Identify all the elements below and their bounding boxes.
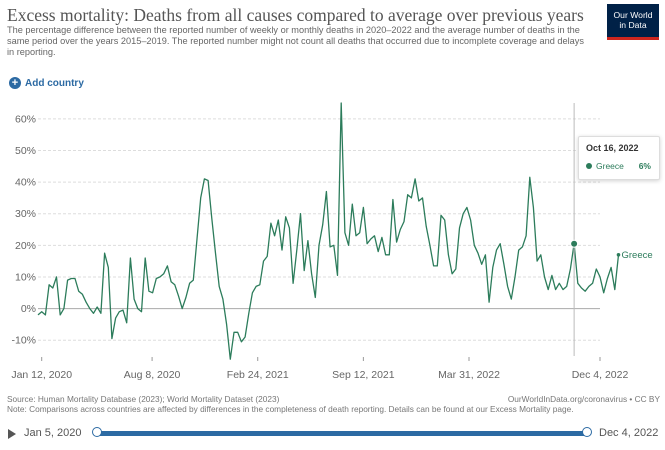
source-url[interactable]: OurWorldInData.org/coronavirus • CC BY xyxy=(507,394,660,404)
note-text: Note: Comparisons across countries are a… xyxy=(7,404,574,414)
y-tick-label: 20% xyxy=(15,240,36,252)
play-icon[interactable] xyxy=(8,429,16,439)
hover-point xyxy=(570,239,579,248)
y-tick-label: -10% xyxy=(11,335,36,347)
x-tick-label: Sep 12, 2021 xyxy=(332,369,395,381)
y-tick-label: 40% xyxy=(15,177,36,189)
source-note: Source: Human Mortality Database (2023);… xyxy=(7,394,662,414)
logo-line-1: Our World xyxy=(613,10,653,20)
x-tick-label: Feb 24, 2021 xyxy=(227,369,289,381)
y-tick-label: 60% xyxy=(15,113,36,125)
series-line-greece xyxy=(37,102,620,360)
add-country-button[interactable]: + Add country xyxy=(9,77,84,89)
y-tick-label: 10% xyxy=(15,271,36,283)
add-country-label: Add country xyxy=(25,77,84,89)
chart-tooltip: Oct 16, 2022 Greece 6% xyxy=(578,136,660,180)
source-text: Source: Human Mortality Database (2023);… xyxy=(7,394,280,404)
tooltip-date: Oct 16, 2022 xyxy=(586,143,639,153)
owid-logo[interactable]: Our World in Data xyxy=(607,4,659,40)
series-end-label: Greece xyxy=(621,250,652,261)
series-end-point xyxy=(616,253,621,257)
x-tick-label: Jan 12, 2020 xyxy=(11,369,72,381)
tooltip-value: 6% xyxy=(638,161,651,171)
timeline-track[interactable] xyxy=(97,431,587,436)
timeline-slider[interactable]: Jan 5, 2020 Dec 4, 2022 xyxy=(0,422,665,446)
timeline-start-label: Jan 5, 2020 xyxy=(24,427,82,439)
y-tick-label: 50% xyxy=(15,145,36,157)
series-dot-icon xyxy=(586,163,592,169)
y-tick-label: 0% xyxy=(21,303,36,315)
x-tick-label: Aug 8, 2020 xyxy=(124,369,181,381)
line-chart[interactable]: -10% 0% 10% 20% 30% 40% 50% 60% Jan 12, 2020 Aug … xyxy=(0,95,665,390)
plus-circle-icon: + xyxy=(9,77,21,89)
timeline-end-handle[interactable] xyxy=(582,427,592,437)
x-tick-label: Mar 31, 2022 xyxy=(438,369,500,381)
chart-subtitle: The percentage difference between the re… xyxy=(7,25,584,57)
chart-title: Excess mortality: Deaths from all causes… xyxy=(7,5,584,25)
logo-line-2: in Data xyxy=(619,20,647,30)
y-tick-label: 30% xyxy=(15,208,36,220)
timeline-start-handle[interactable] xyxy=(92,427,102,437)
tooltip-series-name: Greece xyxy=(596,161,624,171)
timeline-end-label: Dec 4, 2022 xyxy=(599,427,659,439)
x-tick-label: Dec 4, 2022 xyxy=(572,369,629,381)
